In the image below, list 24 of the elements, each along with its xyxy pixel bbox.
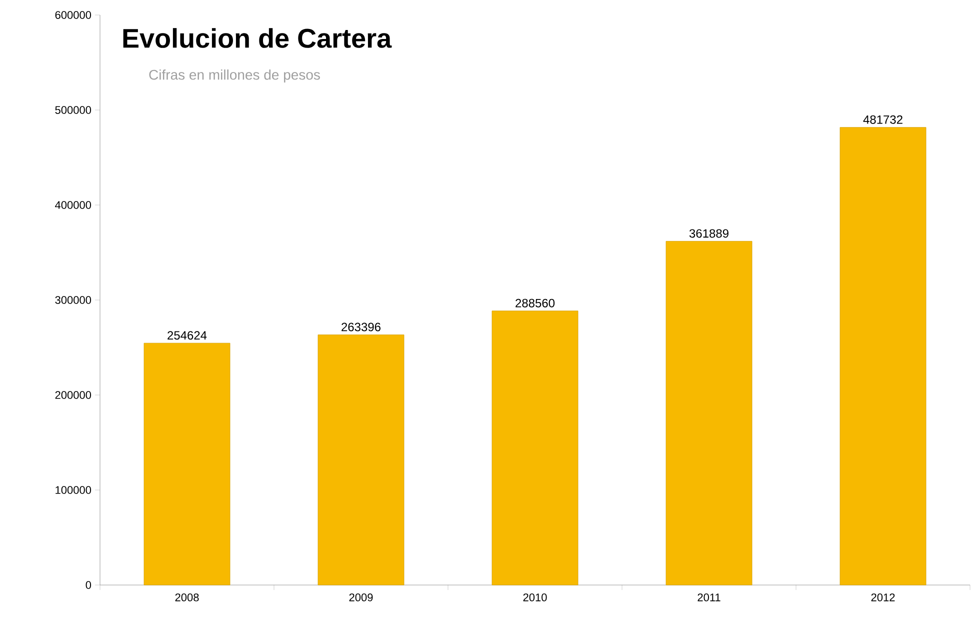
x-tick-label: 2010 <box>523 594 547 602</box>
y-tick-label: 400000 <box>55 201 92 209</box>
x-tick-label: 2012 <box>871 594 895 602</box>
bar <box>666 241 752 586</box>
bar <box>144 342 230 586</box>
y-tick-label: 600000 <box>55 11 92 19</box>
data-label: 263396 <box>342 322 380 332</box>
x-tick-label: 2011 <box>698 594 720 602</box>
y-tick-label: 200000 <box>55 391 92 399</box>
y-tick-label: 0 <box>86 581 92 589</box>
y-tick-label: 500000 <box>55 106 92 114</box>
bar <box>492 310 578 586</box>
data-label: 361889 <box>689 229 728 238</box>
text: Cifras en millones de pesos <box>149 69 320 83</box>
bar <box>318 334 404 586</box>
bar <box>840 127 926 586</box>
y-tick-label: 100000 <box>56 486 92 494</box>
x-tick-label: 2008 <box>175 594 199 602</box>
y-tick-label: 300000 <box>55 296 92 304</box>
data-label: 481732 <box>863 115 902 124</box>
data-label: 254624 <box>168 331 207 340</box>
x-tick-label: 2009 <box>349 594 373 602</box>
chart-title: Evolucion de Cartera <box>123 28 392 48</box>
data-label: 288560 <box>516 298 555 308</box>
